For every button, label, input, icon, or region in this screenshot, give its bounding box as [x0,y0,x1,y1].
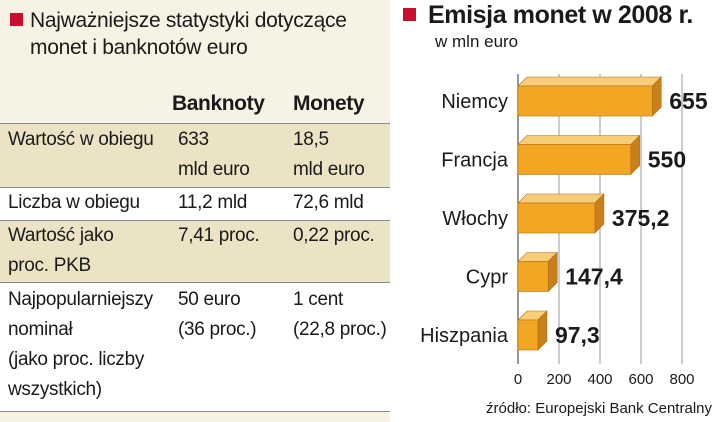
row-label: Najpopularniejszy nominał (jako proc. li… [8,289,153,400]
value-label: 97,3 [555,322,600,348]
bar-front-face [517,202,596,234]
row-value-banknoty: 633 mld euro [178,129,250,180]
row-value-monety: 1 cent (22,8 proc.) [293,289,387,340]
row-value-monety: 72,6 mld [293,192,364,213]
category-label: Cypr [466,267,509,289]
row-value-monety: 0,22 proc. [293,225,375,246]
category-label: Włochy [442,208,508,230]
row-label: Wartość jako proc. PKB [8,225,114,276]
bar-chart: 0 200 400 600 800 Niemcy 655 Francja 550 Włochy 37… [420,74,708,388]
bar-niemcy [517,76,662,117]
value-label: 147,4 [565,264,623,290]
value-label: 655 [669,88,708,114]
panel-divider [390,0,398,422]
bar-cypr [517,251,558,293]
bar-top-face [517,193,605,204]
x-tick-label: 800 [669,371,694,388]
chart-title: Emisja monet w 2008 r. [428,1,693,29]
column-header-banknoty: Banknoty [172,92,265,115]
x-tick-label: 600 [628,371,653,388]
table-row: Najpopularniejszy nominał (jako proc. li… [0,282,390,412]
value-label: 375,2 [612,205,670,231]
x-tick-label: 200 [546,371,571,388]
bar-francja [517,134,641,176]
bar-front-face [517,261,549,292]
bullet-icon [10,13,23,26]
row-value-monety: 18,5 mld euro [293,129,365,180]
bullet-icon [403,8,416,21]
chart-subtitle: w mln euro [435,32,519,51]
category-label: Francja [441,150,509,172]
bar-front-face [517,144,632,175]
table-row: Wartość w obiegu 633 mld euro 18,5 mld e… [0,123,390,187]
table-row: Wartość jako proc. PKB 7,41 proc. 0,22 p… [0,220,390,282]
bar-front-face [517,319,539,351]
column-header-monety: Monety [293,92,365,115]
category-label: Hiszpania [420,325,509,347]
stats-title: Najważniejsze statystyki dotyczące monet… [30,9,347,59]
bar-włochy [517,193,605,234]
bar-top-face [517,76,662,87]
x-tick-label: 400 [587,371,612,388]
row-value-banknoty: 7,41 proc. [178,225,260,246]
stats-header: Najważniejsze statystyki dotyczące monet… [0,0,390,90]
row-label: Liczba w obiegu [8,192,140,213]
table-row: Liczba w obiegu 11,2 mld 72,6 mld [0,187,390,220]
source-note: źródło: Europejski Bank Centralny [486,400,712,417]
bar-hiszpania [517,310,548,351]
stats-panel: Najważniejsze statystyki dotyczące monet… [0,0,390,422]
row-value-banknoty: 11,2 mld [178,192,248,213]
bar-front-face [517,85,653,117]
x-tick-label: 0 [514,371,522,388]
category-label: Niemcy [441,91,508,113]
value-label: 550 [648,147,686,173]
row-label: Wartość w obiegu [8,129,154,150]
chart-panel: Emisja monet w 2008 r. w mln euro 0 200 40… [398,0,720,422]
table-bottom-rule [0,411,390,412]
row-value-banknoty: 50 euro (36 proc.) [178,289,257,340]
bar-top-face [517,135,641,145]
